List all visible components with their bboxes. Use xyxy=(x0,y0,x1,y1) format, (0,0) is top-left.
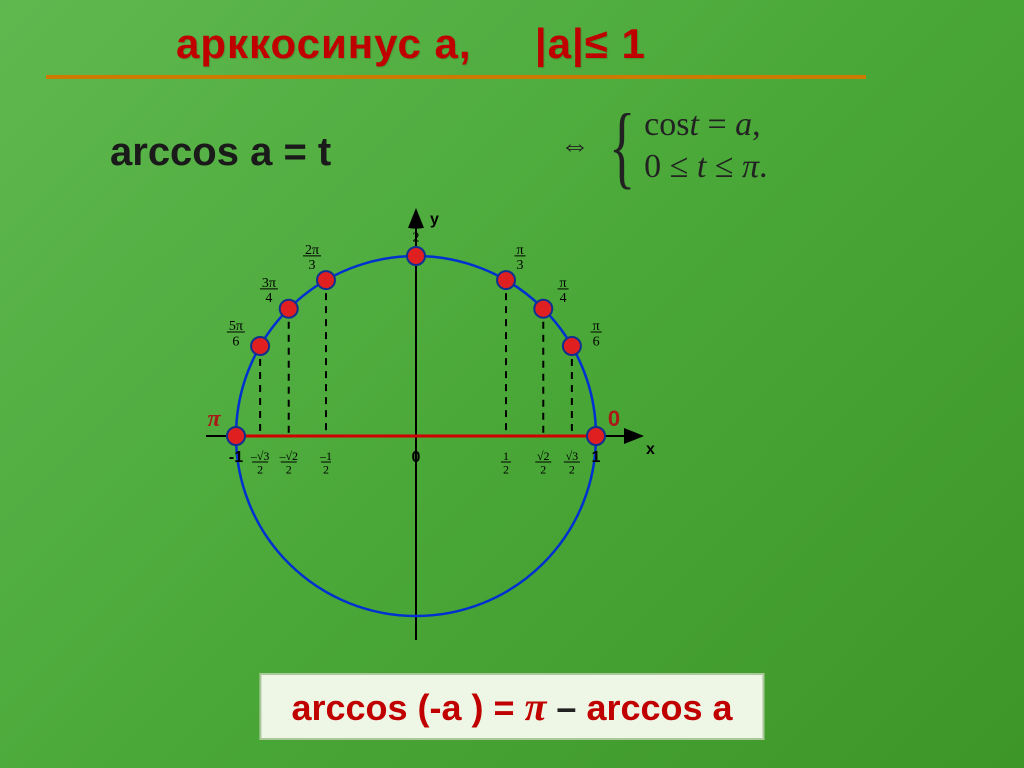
svg-text:2: 2 xyxy=(540,462,546,476)
identity-text: arccos (-a ) = π – arccos a xyxy=(291,687,732,728)
title-box: арккосинус a, |а|≤ 1 xyxy=(46,14,866,79)
svg-text:–1: –1 xyxy=(319,449,332,463)
svg-text:2: 2 xyxy=(569,462,575,476)
svg-text:0: 0 xyxy=(412,449,421,466)
title-text: арккосинус a, |а|≤ 1 xyxy=(176,20,646,67)
svg-text:2: 2 xyxy=(503,462,509,476)
svg-text:6: 6 xyxy=(232,334,239,349)
svg-text:3: 3 xyxy=(517,258,524,273)
system-equations: cost = a, 0 ≤ t ≤ π. xyxy=(644,104,767,188)
brace-system: { cost = a, 0 ≤ t ≤ π. xyxy=(600,100,768,192)
svg-text:4: 4 xyxy=(560,291,567,306)
svg-text:3: 3 xyxy=(309,258,316,273)
svg-text:2: 2 xyxy=(413,230,420,245)
svg-text:√2: √2 xyxy=(537,449,550,463)
svg-text:2: 2 xyxy=(323,462,329,476)
svg-text:1: 1 xyxy=(503,449,509,463)
svg-text:4: 4 xyxy=(265,291,272,306)
svg-text:π: π xyxy=(207,406,221,432)
svg-text:2: 2 xyxy=(286,462,292,476)
equivalence-group: ⇔ { cost = a, 0 ≤ t ≤ π. xyxy=(560,100,768,192)
system-row-2: 0 ≤ t ≤ π. xyxy=(644,148,767,186)
svg-text:6: 6 xyxy=(593,334,600,349)
identity-box: arccos (-a ) = π – arccos a xyxy=(259,673,764,740)
iff-symbol: ⇔ xyxy=(560,129,590,163)
svg-text:0: 0 xyxy=(608,406,620,431)
unit-circle-chart: π6π4π3π22π33π45π6π0yx-1–√32–√22–12012√22… xyxy=(176,200,696,640)
slide: арккосинус a, |а|≤ 1 arccos a = t ⇔ { co… xyxy=(0,0,1024,768)
svg-text:1: 1 xyxy=(592,449,601,466)
system-row-1: cost = a, xyxy=(644,106,767,144)
svg-text:x: x xyxy=(646,441,655,458)
brace-icon: { xyxy=(609,100,636,192)
definition-text: arccos a = t xyxy=(110,130,331,175)
svg-text:-1: -1 xyxy=(229,449,243,466)
svg-text:–√3: –√3 xyxy=(250,449,270,463)
svg-text:–√2: –√2 xyxy=(278,449,298,463)
svg-text:√3: √3 xyxy=(566,449,579,463)
svg-text:y: y xyxy=(430,211,439,228)
svg-text:2: 2 xyxy=(257,462,263,476)
